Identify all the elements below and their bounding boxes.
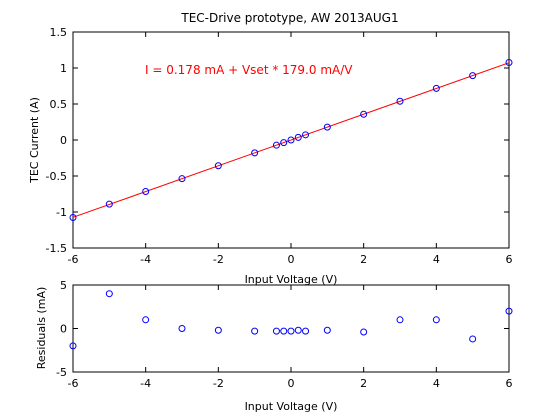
residuals-y-tick-label: 5: [60, 279, 67, 292]
residuals-plot: -6 -4 -2 0 2 4 6 -5 0 5 Input Voltage (V) Residua…: [35, 279, 513, 413]
residuals-data-point: [302, 327, 310, 335]
main-data-point: [396, 97, 404, 105]
residuals-data-point: [178, 325, 186, 332]
main-x-tick-label: -6: [68, 253, 79, 266]
residuals-data-point: [323, 326, 331, 334]
residuals-x-tick-label: 6: [506, 377, 513, 390]
residuals-plot-ticks: -6 -4 -2 0 2 4 6 -5 0 5: [56, 279, 512, 390]
main-data-point: [432, 84, 440, 92]
main-y-tick-label: 1.5: [50, 26, 68, 39]
residuals-x-tick-label: 0: [288, 377, 295, 390]
residuals-data-point: [469, 335, 477, 343]
main-y-tick-label: -0.5: [46, 170, 67, 183]
main-data-point: [294, 133, 302, 141]
main-x-tick-label: -4: [140, 253, 151, 266]
main-plot-x-label: Input Voltage (V): [245, 273, 338, 286]
main-y-tick-label: 1: [60, 62, 67, 75]
residuals-x-tick-label: 4: [433, 377, 440, 390]
main-x-tick-label: -2: [213, 253, 224, 266]
residuals-data-point: [294, 326, 302, 334]
residuals-plot-points: [69, 290, 513, 350]
main-data-point: [251, 149, 259, 157]
main-plot-points: [69, 59, 513, 221]
main-y-tick-label: -1.5: [46, 242, 67, 255]
main-x-tick-label: 6: [506, 253, 513, 266]
main-data-point: [302, 131, 310, 139]
main-y-tick-label: -1: [56, 206, 67, 219]
main-data-point: [69, 213, 77, 221]
main-y-tick-label: 0: [60, 134, 67, 147]
main-x-tick-label: 2: [360, 253, 367, 266]
residuals-data-point: [432, 316, 440, 324]
main-data-point: [142, 187, 150, 195]
main-data-point: [469, 72, 477, 80]
residuals-data-point: [69, 342, 77, 350]
main-data-point: [272, 141, 280, 149]
residuals-x-tick-label: -6: [68, 377, 79, 390]
residuals-data-point: [396, 316, 404, 324]
residuals-plot-x-label: Input Voltage (V): [245, 400, 338, 413]
residuals-y-tick-label: 0: [60, 323, 67, 336]
residuals-y-tick-label: -5: [56, 366, 67, 379]
residuals-data-point: [272, 327, 280, 335]
fit-equation-annotation: I = 0.178 mA + Vset * 179.0 mA/V: [145, 63, 353, 77]
main-data-point: [178, 175, 186, 183]
residuals-x-tick-label: -4: [140, 377, 151, 390]
residuals-plot-y-label: Residuals (mA): [35, 287, 48, 370]
residuals-x-tick-label: 2: [360, 377, 367, 390]
residuals-data-point: [280, 327, 288, 335]
residuals-data-point: [105, 290, 113, 298]
fit-line: [72, 62, 510, 218]
main-data-point: [287, 136, 295, 144]
main-x-tick-label: 4: [433, 253, 440, 266]
residuals-data-point: [214, 326, 222, 334]
residuals-data-point: [251, 327, 259, 335]
main-plot-title: TEC-Drive prototype, AW 2013AUG1: [180, 11, 398, 25]
main-plot-ticks: -6 -4 -2 0 2 4 6 -1.5 -1 -0.5 0 0.5 1 1.5: [46, 26, 513, 266]
main-data-point: [505, 59, 513, 67]
main-data-point: [214, 162, 222, 170]
main-data-point: [280, 139, 288, 147]
residuals-data-point: [287, 327, 295, 335]
main-data-point: [360, 110, 368, 118]
residuals-data-point: [505, 307, 513, 315]
main-y-tick-label: 0.5: [50, 98, 68, 111]
residuals-data-point: [360, 328, 368, 336]
main-x-tick-label: 0: [288, 253, 295, 266]
residuals-data-point: [142, 316, 150, 324]
residuals-x-tick-label: -2: [213, 377, 224, 390]
main-plot-y-label: TEC Current (A): [28, 97, 41, 184]
main-plot: TEC-Drive prototype, AW 2013AUG1 -6 -4 -2 0…: [28, 11, 513, 286]
main-data-point: [105, 200, 113, 208]
main-data-point: [323, 123, 331, 131]
